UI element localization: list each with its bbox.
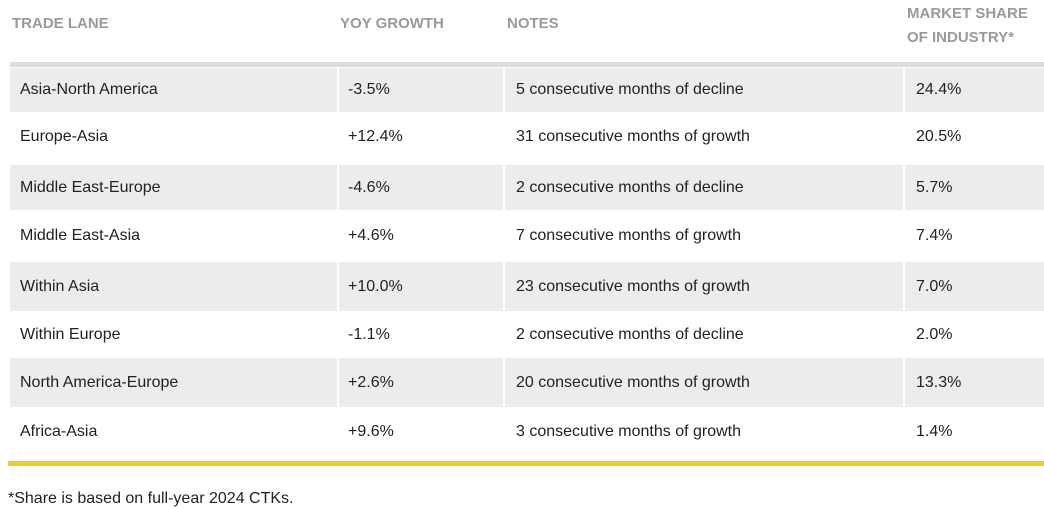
table-cell: Middle East-Europe <box>20 178 161 196</box>
table-cell: 2.0% <box>916 325 953 343</box>
table-cell: +4.6% <box>348 226 394 244</box>
table-cell: 3 consecutive months of growth <box>516 423 742 440</box>
table-cell: -3.5% <box>348 81 390 98</box>
table-cell: 2 consecutive months of decline <box>516 178 744 196</box>
table-cell: +10.0% <box>348 277 403 295</box>
table-cell: Middle East-Asia <box>20 226 141 244</box>
table-cell: 1.4% <box>916 423 953 440</box>
table-cell: +9.6% <box>348 423 394 440</box>
row-background <box>10 68 337 112</box>
row-background <box>905 68 1044 112</box>
table-cell: 7.4% <box>916 226 953 244</box>
table-cell: Within Europe <box>20 325 121 343</box>
table-cell: +12.4% <box>348 128 403 145</box>
table-cell: -1.1% <box>348 325 390 343</box>
table-cell: 31 consecutive months of growth <box>516 128 750 145</box>
row-background <box>505 358 903 407</box>
table-cell: 5.7% <box>916 178 953 196</box>
column-header: NOTES <box>507 15 559 32</box>
table-cell: 7.0% <box>916 277 953 295</box>
table-cell: 2 consecutive months of decline <box>516 325 744 343</box>
table-cell: 20.5% <box>916 128 962 145</box>
row-background <box>339 262 503 311</box>
table-rule <box>8 461 1044 466</box>
row-background <box>10 358 337 407</box>
column-header: TRADE LANE <box>12 15 109 32</box>
table-cell: 5 consecutive months of decline <box>516 81 744 98</box>
table-cell: +2.6% <box>348 373 394 391</box>
table-cell: 13.3% <box>916 373 962 391</box>
table-cell: Within Asia <box>20 277 100 295</box>
row-background <box>905 358 1044 407</box>
row-background <box>505 262 903 311</box>
table-cell: 24.4% <box>916 81 962 98</box>
footnote: *Share is based on full-year 2024 CTKs. <box>8 490 294 507</box>
table-cell: Europe-Asia <box>20 128 109 145</box>
row-background <box>10 262 337 311</box>
row-background <box>339 358 503 407</box>
row-background <box>505 68 903 112</box>
table-cell: 7 consecutive months of growth <box>516 226 742 244</box>
table-cell: 20 consecutive months of growth <box>516 373 750 391</box>
column-header: MARKET SHARE OF INDUSTRY* <box>907 5 1028 46</box>
row-background <box>10 165 337 210</box>
header-separator <box>10 62 1044 67</box>
column-header: YOY GROWTH <box>340 15 444 32</box>
table-cell: Africa-Asia <box>20 423 98 440</box>
table-cell: North America-Europe <box>20 373 179 391</box>
table-cell: -4.6% <box>348 178 390 196</box>
row-background <box>505 165 903 210</box>
row-background <box>339 165 503 210</box>
row-background <box>905 165 1044 210</box>
table-cell: Asia-North America <box>20 81 158 98</box>
row-background <box>905 262 1044 311</box>
table-cell: 23 consecutive months of growth <box>516 277 750 295</box>
row-background <box>339 68 503 112</box>
